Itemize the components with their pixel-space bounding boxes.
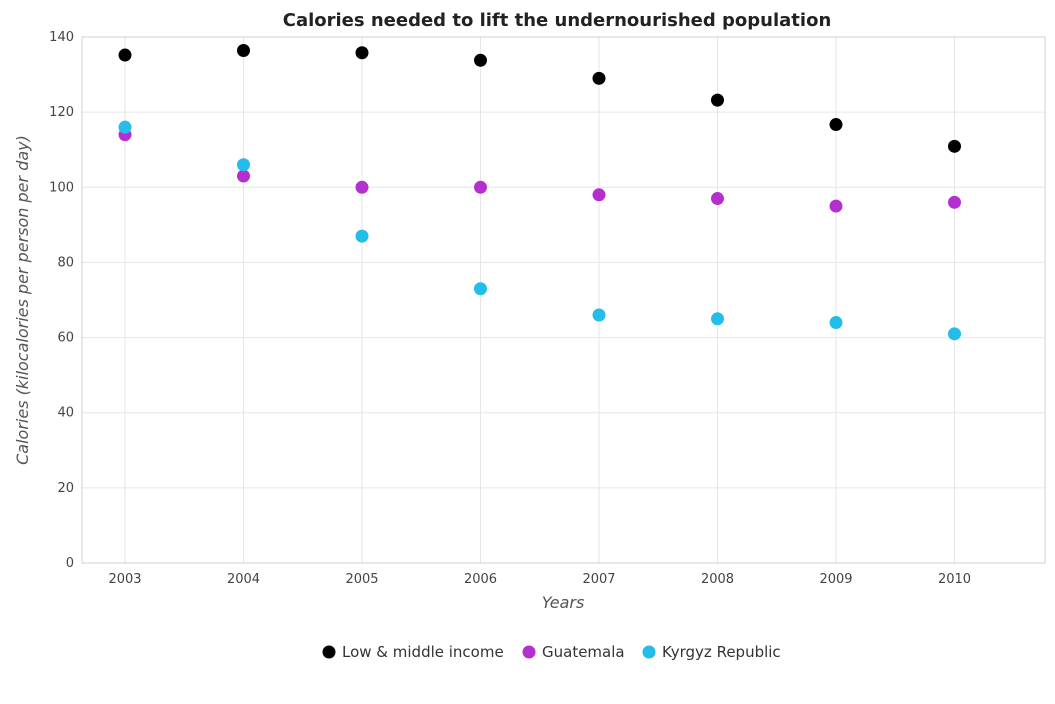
data-point	[474, 53, 487, 67]
data-point	[829, 118, 843, 132]
data-point	[355, 46, 369, 60]
x-tick-label: 2005	[345, 572, 378, 587]
legend-marker	[642, 645, 656, 659]
data-point	[355, 229, 369, 243]
data-point	[829, 199, 843, 213]
legend: Low & middle income Guatemala Kyrgyz Repub…	[322, 643, 781, 661]
legend-marker	[322, 645, 336, 659]
data-point	[355, 180, 369, 194]
data-point	[118, 48, 132, 62]
plot-frame	[81, 36, 1046, 564]
x-tick-label: 2007	[582, 572, 615, 587]
data-point	[948, 139, 961, 153]
data-point	[474, 282, 487, 296]
x-tick-label: 2004	[227, 572, 260, 587]
data-point	[592, 71, 606, 85]
y-tick-label: 0	[66, 556, 74, 571]
data-point	[237, 158, 250, 172]
data-points	[118, 44, 961, 341]
data-point	[948, 327, 961, 341]
x-tick-label: 2009	[819, 572, 852, 587]
x-tick-label: 2003	[108, 572, 141, 587]
x-axis-ticks: 2003 2004 2005 2006 2007 2008 2009 2010	[108, 572, 971, 587]
x-tick-label: 2008	[701, 572, 734, 587]
y-tick-label: 140	[49, 30, 74, 45]
data-point	[711, 192, 724, 206]
y-tick-label: 100	[49, 180, 74, 195]
y-axis-ticks: 0 20 40 60 80 100 120 140	[49, 30, 74, 571]
data-point	[118, 120, 132, 134]
legend-marker	[522, 645, 536, 659]
chart-title: Calories needed to lift the undernourish…	[283, 10, 832, 31]
x-tick-label: 2006	[464, 572, 497, 587]
data-point	[711, 312, 724, 326]
y-tick-label: 60	[57, 331, 74, 346]
data-point	[711, 93, 724, 107]
data-point	[474, 180, 487, 194]
data-point	[237, 44, 250, 58]
x-axis-label: Years	[542, 593, 585, 612]
data-point	[592, 188, 606, 202]
y-tick-label: 20	[57, 481, 74, 496]
data-point	[237, 169, 250, 183]
legend-label: Kyrgyz Republic	[662, 643, 781, 661]
data-point	[948, 195, 961, 209]
y-tick-label: 120	[49, 105, 74, 120]
y-axis-label: Calories (kilocalories per person per da…	[13, 135, 32, 465]
y-tick-label: 80	[57, 255, 74, 270]
grid-layer	[82, 36, 1045, 564]
legend-label: Guatemala	[542, 643, 625, 661]
x-tick-label: 2010	[938, 572, 971, 587]
data-point	[592, 308, 606, 322]
data-point	[829, 316, 843, 330]
legend-label: Low & middle income	[342, 643, 504, 661]
y-tick-label: 40	[57, 406, 74, 421]
